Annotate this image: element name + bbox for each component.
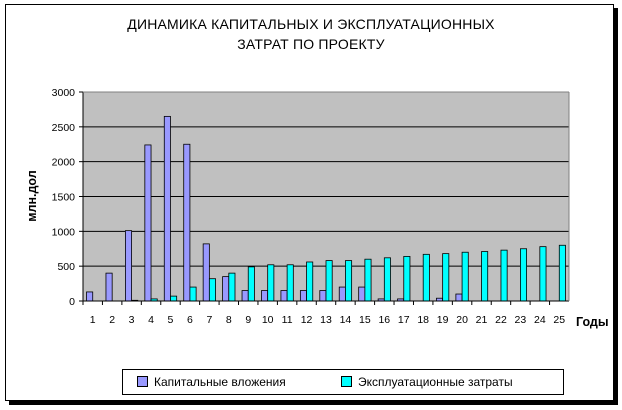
x-tick-label: 3 — [129, 314, 135, 326]
legend-item-capital: Капитальные вложения — [137, 375, 286, 389]
bar-operating-5 — [170, 295, 178, 302]
bar-operating-14 — [345, 260, 353, 302]
x-tick-label: 9 — [245, 314, 251, 326]
bar-operating-17 — [403, 256, 411, 302]
x-tick-label: 21 — [476, 314, 488, 326]
legend-label-operating: Эксплуатационные затраты — [358, 375, 513, 389]
x-tick-label: 8 — [226, 314, 232, 326]
bar-capital-13 — [319, 290, 327, 302]
x-axis-label: Годы — [576, 315, 609, 329]
x-tick-label: 25 — [553, 314, 565, 326]
legend: Капитальные вложения Эксплуатационные за… — [122, 369, 564, 395]
x-tick-label: 5 — [168, 314, 174, 326]
bar-operating-25 — [558, 244, 566, 302]
x-tick-label: 15 — [359, 314, 371, 326]
legend-label-capital: Капитальные вложения — [154, 375, 286, 389]
bar-capital-3 — [125, 230, 133, 302]
bar-capital-2 — [105, 272, 113, 302]
bar-operating-10 — [267, 264, 275, 302]
bar-operating-11 — [286, 264, 294, 302]
y-tick-label: 2000 — [52, 157, 76, 169]
x-tick-label: 22 — [495, 314, 507, 326]
bar-operating-20 — [461, 251, 469, 302]
bar-capital-14 — [338, 286, 346, 302]
bar-capital-8 — [222, 276, 230, 302]
legend-swatch-capital — [137, 376, 148, 388]
bar-capital-9 — [241, 290, 249, 302]
bar-operating-16 — [383, 257, 391, 302]
bar-operating-24 — [539, 246, 547, 302]
x-tick-label: 17 — [398, 314, 410, 326]
bar-operating-9 — [247, 266, 255, 302]
x-tick-label: 7 — [206, 314, 212, 326]
bar-capital-7 — [202, 243, 210, 302]
bar-operating-18 — [422, 253, 430, 302]
y-tick-labels: 0 500 1000 1500 2000 2500 3000 — [52, 87, 76, 308]
chart-title-line-1: ДИНАМИКА КАПИТАЛЬНЫХ И ЭКСПЛУАТАЦИОННЫХ — [127, 16, 495, 32]
bar-capital-4 — [144, 144, 152, 302]
bar-operating-19 — [442, 253, 450, 302]
y-tick-label: 500 — [57, 261, 75, 273]
x-tick-label: 16 — [378, 314, 390, 326]
bar-capital-15 — [358, 286, 366, 302]
x-tick-labels: 1 2 3 4 5 6 7 8 9 10 11 12 13 14 15 16 17 18 19 20 21 22 23 24 2… — [82, 301, 565, 326]
bar-operating-8 — [228, 272, 236, 302]
x-tick-label: 14 — [340, 314, 352, 326]
chart-title-line-2: ЗАТРАТ ПО ПРОЕКТУ — [237, 36, 385, 52]
axes — [82, 91, 570, 302]
x-tick-label: 13 — [320, 314, 332, 326]
bar-capital-12 — [299, 290, 307, 302]
x-tick-label: 24 — [534, 314, 546, 326]
x-tick-label: 19 — [437, 314, 449, 326]
y-tick-label: 1500 — [52, 192, 76, 204]
bar-operating-23 — [520, 248, 528, 302]
chart-title: ДИНАМИКА КАПИТАЛЬНЫХ И ЭКСПЛУАТАЦИОННЫХ … — [0, 14, 622, 54]
y-tick-label: 2500 — [52, 122, 76, 134]
bar-capital-10 — [261, 290, 269, 302]
bar-capital-20 — [455, 293, 463, 302]
legend-item-operating: Эксплуатационные затраты — [341, 375, 513, 389]
x-tick-label: 18 — [417, 314, 429, 326]
legend-swatch-operating — [341, 376, 352, 388]
x-tick-label: 12 — [301, 314, 313, 326]
bar-capital-1 — [86, 291, 94, 302]
bar-operating-13 — [325, 260, 333, 302]
y-tick-label: 3000 — [52, 87, 76, 99]
y-axis-label: млн.дол — [25, 170, 39, 221]
bar-operating-15 — [364, 258, 372, 302]
x-tick-label: 10 — [262, 314, 274, 326]
bar-capital-6 — [183, 143, 191, 302]
bars — [86, 115, 566, 302]
bar-operating-22 — [500, 249, 508, 302]
bar-operating-6 — [189, 286, 197, 302]
x-tick-label: 23 — [515, 314, 527, 326]
bar-capital-11 — [280, 290, 288, 302]
y-tick-label: 1000 — [52, 226, 76, 238]
bar-operating-12 — [306, 261, 314, 302]
x-tick-label: 2 — [109, 314, 115, 326]
x-tick-label: 11 — [282, 314, 293, 326]
x-tick-label: 20 — [456, 314, 468, 326]
bar-operating-21 — [481, 251, 489, 302]
bar-operating-7 — [208, 278, 216, 302]
bar-capital-5 — [163, 115, 171, 302]
x-tick-label: 4 — [148, 314, 154, 326]
x-tick-label: 1 — [90, 314, 96, 326]
x-tick-label: 6 — [187, 314, 193, 326]
y-tick-label: 0 — [69, 296, 75, 308]
